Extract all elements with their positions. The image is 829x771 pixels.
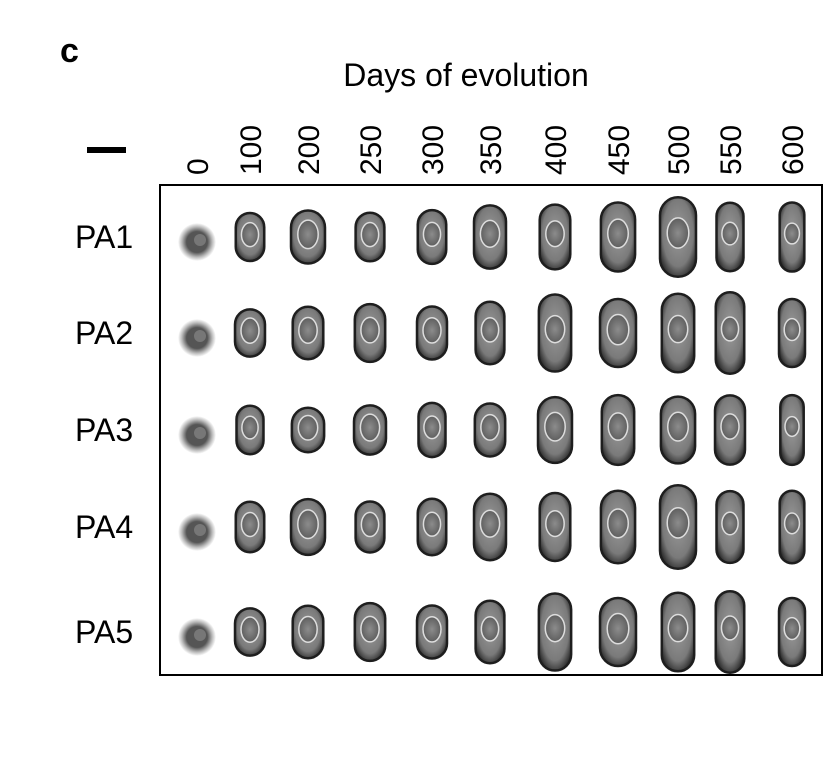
cell-vacuole xyxy=(422,317,442,344)
cell-vacuole xyxy=(194,629,206,641)
cell-vacuole xyxy=(359,413,381,442)
row-label: PA3 xyxy=(75,412,133,448)
cell-vacuole xyxy=(720,413,740,440)
cell-vacuole xyxy=(666,411,690,442)
cell-vacuole xyxy=(721,221,739,246)
cell-vacuole xyxy=(240,616,260,643)
cell-vacuole xyxy=(783,317,801,342)
cell-vacuole xyxy=(298,615,318,643)
column-label: 500 xyxy=(663,125,696,175)
row-label: PA1 xyxy=(75,219,133,255)
row-label: PA4 xyxy=(75,509,133,545)
cell-vacuole xyxy=(297,219,319,250)
cell-vacuole xyxy=(544,314,566,344)
column-label: 250 xyxy=(355,125,388,175)
panel-label: c xyxy=(60,32,79,70)
cell-vacuole xyxy=(606,218,630,249)
cell-vacuole xyxy=(783,512,801,535)
cell-vacuole xyxy=(480,616,500,642)
column-label: 550 xyxy=(715,125,748,175)
cell-vacuole xyxy=(545,509,565,538)
cell-vacuole xyxy=(544,411,566,442)
cell-vacuole xyxy=(240,511,260,538)
cell-vacuole xyxy=(194,427,206,439)
cell-vacuole xyxy=(720,615,740,641)
cell-vacuole xyxy=(360,221,380,248)
cell-vacuole xyxy=(422,511,442,537)
column-label: 400 xyxy=(540,125,573,175)
cell-vacuole xyxy=(241,415,259,440)
cell-vacuole xyxy=(360,615,380,643)
cell-vacuole xyxy=(606,612,630,645)
cell-vacuole xyxy=(607,412,629,441)
cell-vacuole xyxy=(297,414,319,441)
cell-vacuole xyxy=(783,616,801,641)
cell-vacuole xyxy=(480,317,500,343)
cell-vacuole xyxy=(480,413,500,441)
cell-vacuole xyxy=(783,222,801,245)
column-header: Days of evolution xyxy=(343,57,588,93)
cell-vacuole xyxy=(422,616,442,643)
cell-vacuole xyxy=(721,511,739,536)
cell-vacuole xyxy=(667,314,689,344)
cell-vacuole xyxy=(194,524,206,536)
cell-vacuole xyxy=(479,509,501,538)
cell-grid xyxy=(178,195,807,674)
cell-vacuole xyxy=(666,217,690,249)
column-label: 300 xyxy=(417,125,450,175)
cell-vacuole xyxy=(479,219,501,249)
column-label: 200 xyxy=(293,125,326,175)
cell-vacuole xyxy=(194,234,206,246)
column-label: 100 xyxy=(235,125,268,175)
cell-vacuole xyxy=(784,415,800,438)
column-label: 0 xyxy=(182,158,215,175)
column-label: 600 xyxy=(777,125,810,175)
cell-vacuole xyxy=(194,330,206,342)
cell-vacuole xyxy=(544,613,566,643)
cell-vacuole xyxy=(606,508,630,539)
column-label: 350 xyxy=(475,125,508,175)
cell-vacuole xyxy=(545,220,565,248)
row-label: PA5 xyxy=(75,614,133,650)
cell-vacuole xyxy=(606,313,630,346)
cell-vacuole xyxy=(298,316,318,344)
column-label: 450 xyxy=(603,125,636,175)
cell-vacuole xyxy=(360,511,380,538)
image-frame xyxy=(159,184,823,676)
cell-vacuole xyxy=(720,316,740,342)
cell-vacuole xyxy=(422,221,442,248)
cell-vacuole xyxy=(240,317,260,344)
cell-vacuole xyxy=(423,415,441,440)
cell-vacuole xyxy=(666,506,690,539)
cell-vacuole xyxy=(240,221,260,248)
cell-vacuole xyxy=(297,509,319,540)
cell-vacuole xyxy=(360,316,380,344)
cell-vacuole xyxy=(667,613,689,643)
row-label: PA2 xyxy=(75,315,133,351)
